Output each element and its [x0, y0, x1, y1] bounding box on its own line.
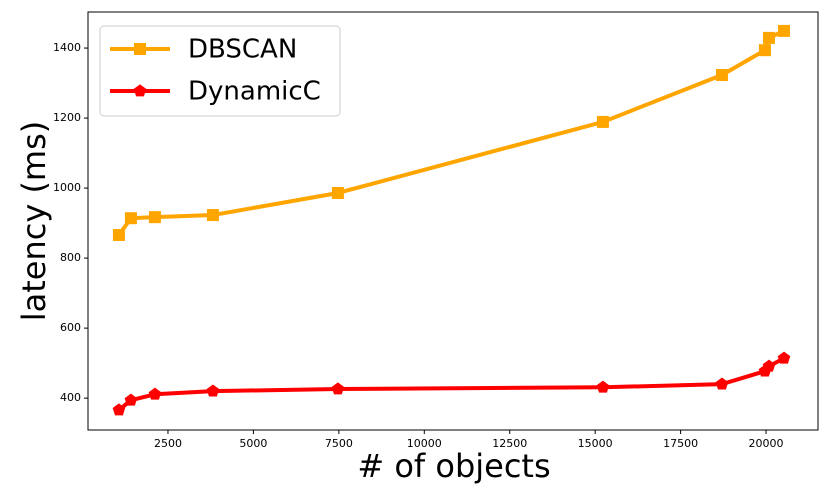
y-tick-label: 400 [60, 391, 81, 404]
series-line [117, 29, 785, 237]
data-point [148, 211, 161, 224]
data-point [206, 209, 219, 222]
y-tick-label: 1200 [53, 111, 81, 124]
x-axis-label: # of objects [357, 447, 550, 485]
data-point [715, 377, 729, 390]
data-point [124, 212, 137, 225]
y-tick-label: 600 [60, 321, 81, 334]
y-tick-label: 1000 [53, 181, 81, 194]
series-line [117, 356, 785, 412]
data-point [331, 382, 345, 395]
data-point [777, 351, 791, 364]
data-point [715, 69, 728, 82]
x-tick-label: 10000 [407, 437, 442, 450]
data-point [331, 186, 344, 199]
data-point [596, 380, 610, 393]
x-tick-label: 7500 [325, 437, 353, 450]
data-point [777, 24, 790, 37]
x-tick-label: 15000 [578, 437, 613, 450]
data-point [206, 384, 220, 397]
x-tick-label: 12500 [492, 437, 527, 450]
y-tick-label: 1400 [53, 41, 81, 54]
x-tick-label: 5000 [239, 437, 267, 450]
plot-frame [87, 11, 819, 431]
legend-label: DynamicC [188, 77, 321, 107]
data-point [148, 387, 162, 400]
x-tick-label: 20000 [749, 437, 784, 450]
x-tick-label: 17500 [663, 437, 698, 450]
data-point [762, 359, 776, 372]
y-tick-label: 800 [60, 251, 81, 264]
legend-marker [134, 43, 146, 55]
data-point [758, 44, 771, 57]
data-point [112, 403, 126, 416]
legend-marker [133, 84, 147, 97]
legend-label: DBSCAN [188, 35, 297, 65]
data-point [124, 393, 138, 406]
y-axis-label: latency (ms) [15, 121, 53, 322]
data-point [596, 115, 609, 128]
data-point [112, 229, 125, 242]
data-point [762, 31, 775, 44]
x-tick-label: 2500 [154, 437, 182, 450]
